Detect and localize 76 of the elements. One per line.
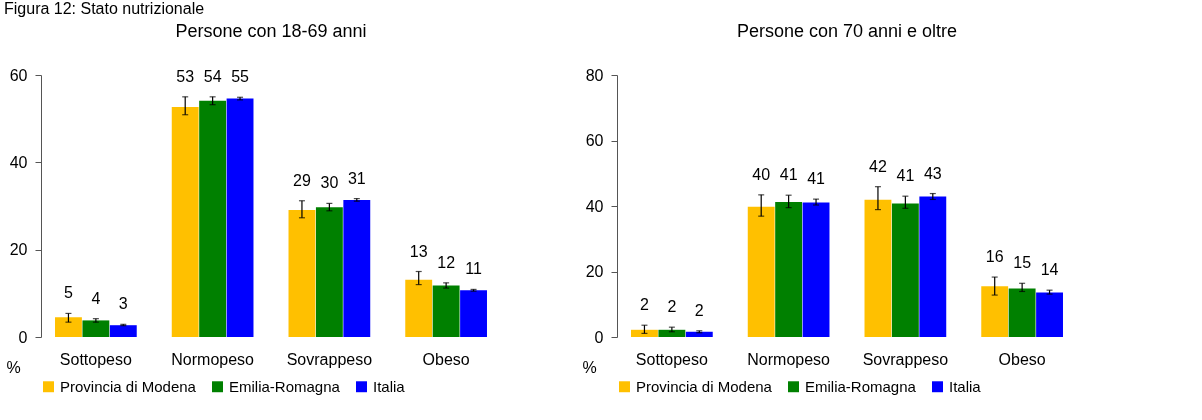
y-axis-title: % — [6, 358, 21, 376]
data-label: 53 — [176, 67, 195, 85]
y-tick-label: 40 — [585, 197, 604, 215]
legend-label: Italia — [373, 377, 406, 395]
data-label: 30 — [320, 174, 339, 192]
bar — [981, 286, 1009, 337]
bar — [315, 207, 343, 337]
data-label: 41 — [779, 166, 798, 184]
bar — [432, 285, 460, 337]
bar — [460, 290, 487, 337]
data-label: 43 — [923, 164, 942, 182]
bar — [109, 325, 137, 337]
legend-label: Italia — [949, 377, 982, 395]
x-tick-label: Normopeso — [747, 350, 831, 368]
bar — [919, 196, 947, 337]
bar — [891, 203, 919, 337]
y-tick-label: 60 — [9, 66, 28, 84]
y-tick-label: 60 — [585, 132, 604, 149]
bar — [82, 320, 110, 337]
legend-label: Emilia-Romagna — [229, 377, 341, 395]
legend-label: Emilia-Romagna — [805, 377, 917, 395]
y-tick-label: 80 — [585, 66, 604, 84]
bar — [226, 98, 254, 337]
bar — [658, 329, 686, 337]
data-label: 5 — [64, 284, 73, 302]
y-axis-title: % — [582, 358, 597, 376]
bar — [55, 317, 82, 337]
data-label: 4 — [91, 289, 101, 307]
chart-title: Persone con 18-69 anni — [175, 21, 367, 41]
data-label: 42 — [869, 157, 887, 175]
data-label: 29 — [293, 171, 311, 189]
bar — [1008, 288, 1036, 337]
data-label: 16 — [985, 248, 1004, 266]
data-label: 31 — [347, 169, 366, 187]
text: Figura 12: Stato nutrizionale — [4, 0, 206, 18]
x-tick-label: Sovrappeso — [862, 350, 949, 368]
data-label: 11 — [465, 260, 482, 278]
x-tick-label: Obeso — [998, 350, 1046, 368]
legend-label: Provincia di Modena — [60, 377, 197, 395]
bar — [747, 206, 775, 337]
y-tick-label: 20 — [9, 241, 28, 259]
data-label: 2 — [667, 298, 677, 316]
bar — [802, 202, 830, 337]
data-label: 41 — [896, 167, 915, 185]
bar — [199, 100, 227, 337]
data-label: 13 — [409, 242, 428, 260]
y-tick-label: 0 — [18, 328, 28, 346]
data-label: 12 — [437, 253, 456, 271]
bar — [631, 329, 658, 337]
data-label: 3 — [118, 295, 128, 313]
bar — [288, 209, 316, 337]
x-tick-label: Obeso — [422, 350, 470, 368]
y-tick-label: 0 — [594, 328, 604, 346]
data-label: 15 — [1013, 254, 1032, 272]
x-tick-label: Sottopeso — [635, 350, 708, 368]
legend-label: Provincia di Modena — [636, 377, 773, 395]
x-tick-label: Normopeso — [171, 350, 255, 368]
bar — [775, 202, 803, 337]
x-tick-label: Sovrappeso — [286, 350, 373, 368]
bar — [685, 331, 713, 337]
y-tick-label: 40 — [9, 153, 28, 171]
data-label: 2 — [640, 296, 649, 314]
data-label: 41 — [807, 170, 826, 188]
bar — [405, 279, 433, 337]
data-label: 54 — [203, 67, 222, 85]
data-label: 55 — [231, 68, 250, 86]
data-label: 40 — [752, 165, 771, 183]
data-label: 2 — [694, 301, 704, 319]
bar — [343, 199, 371, 337]
x-tick-label: Sottopeso — [59, 350, 132, 368]
bar — [1036, 292, 1063, 337]
data-label: 14 — [1040, 261, 1059, 279]
bar — [864, 199, 892, 337]
bar — [171, 106, 199, 337]
y-tick-label: 20 — [585, 263, 604, 280]
chart-title: Persone con 70 anni e oltre — [736, 21, 958, 41]
